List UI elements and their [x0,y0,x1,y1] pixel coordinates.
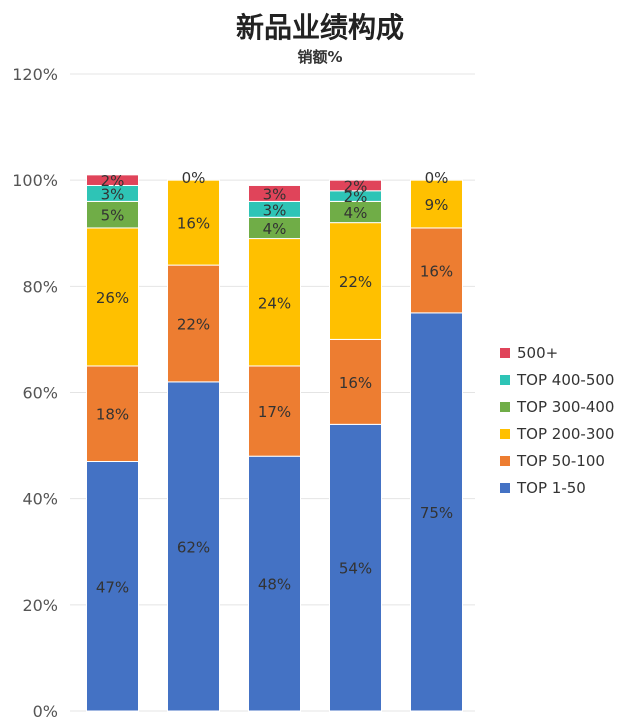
data-label: 16% [177,215,210,233]
legend-item: TOP 300-400 [500,393,614,420]
data-label: 24% [258,294,291,312]
chart-title: 新品业绩构成 [235,11,404,44]
legend-swatch [500,347,510,358]
data-label: 16% [339,374,372,392]
bar-segment [329,338,382,425]
bar-segment [167,179,220,266]
bar-segment [248,238,301,367]
data-label: 2% [101,172,125,190]
legend-swatch [500,401,510,412]
chart-subtitle: 销额% [297,48,343,66]
data-label: 16% [420,262,453,280]
data-label: 3% [101,185,125,203]
bar-segment [167,381,220,712]
data-label: 3% [263,201,287,219]
data-label: 4% [263,220,287,238]
legend-label: TOP 1-50 [517,478,586,497]
data-label: 48% [258,576,291,594]
legend-label: TOP 400-500 [517,370,615,389]
data-label: 22% [339,273,372,291]
legend-swatch [500,455,510,466]
data-label: 3% [263,185,287,203]
y-tick-label: 20% [22,596,58,615]
data-label: 4% [344,204,368,222]
data-label: 5% [101,207,125,225]
bar-segment [410,179,463,229]
bar-segment [167,264,220,383]
bar-segment [86,461,139,712]
bar-segment [86,174,139,186]
bar-segment [329,179,382,192]
data-label: 75% [420,504,453,522]
data-label: 18% [96,406,129,424]
legend-item: TOP 200-300 [500,420,614,447]
data-label: 26% [96,289,129,307]
y-tick-label: 60% [22,384,58,403]
bar-segment [248,365,301,457]
y-tick-label: 0% [33,702,58,719]
bar-segment [248,455,301,712]
data-label: 17% [258,403,291,421]
data-label: 47% [96,578,129,596]
legend-swatch [500,428,510,439]
y-tick-label: 40% [22,490,58,509]
legend-label: TOP 200-300 [517,424,615,443]
data-label: 0% [182,169,206,187]
data-label: 2% [344,177,368,195]
data-label: 9% [425,196,449,214]
bar-segment [248,184,301,202]
legend-swatch [500,374,510,385]
legend-swatch [500,482,510,493]
bar-segment [86,365,139,463]
data-label: 2% [344,188,368,206]
bar-segment [410,312,463,712]
legend-item: TOP 50-100 [500,447,614,474]
data-label: 0% [425,169,449,187]
chart-legend: 500+ TOP 400-500 TOP 300-400 TOP 200-300 TOP… [500,339,614,501]
data-label: 62% [177,538,210,556]
y-tick-label: 120% [12,65,58,84]
legend-label: 500+ [517,343,559,362]
bar-segment [329,423,382,712]
data-label: 22% [177,315,210,333]
bar-segment [86,227,139,367]
y-tick-label: 100% [12,171,58,190]
legend-item: TOP 400-500 [500,366,614,393]
y-tick-label: 80% [22,277,58,296]
legend-label: TOP 300-400 [517,397,615,416]
legend-item: TOP 1-50 [500,474,614,501]
legend-label: TOP 50-100 [517,451,605,470]
bar-segment [329,222,382,340]
legend-item: 500+ [500,339,614,366]
data-label: 54% [339,560,372,578]
